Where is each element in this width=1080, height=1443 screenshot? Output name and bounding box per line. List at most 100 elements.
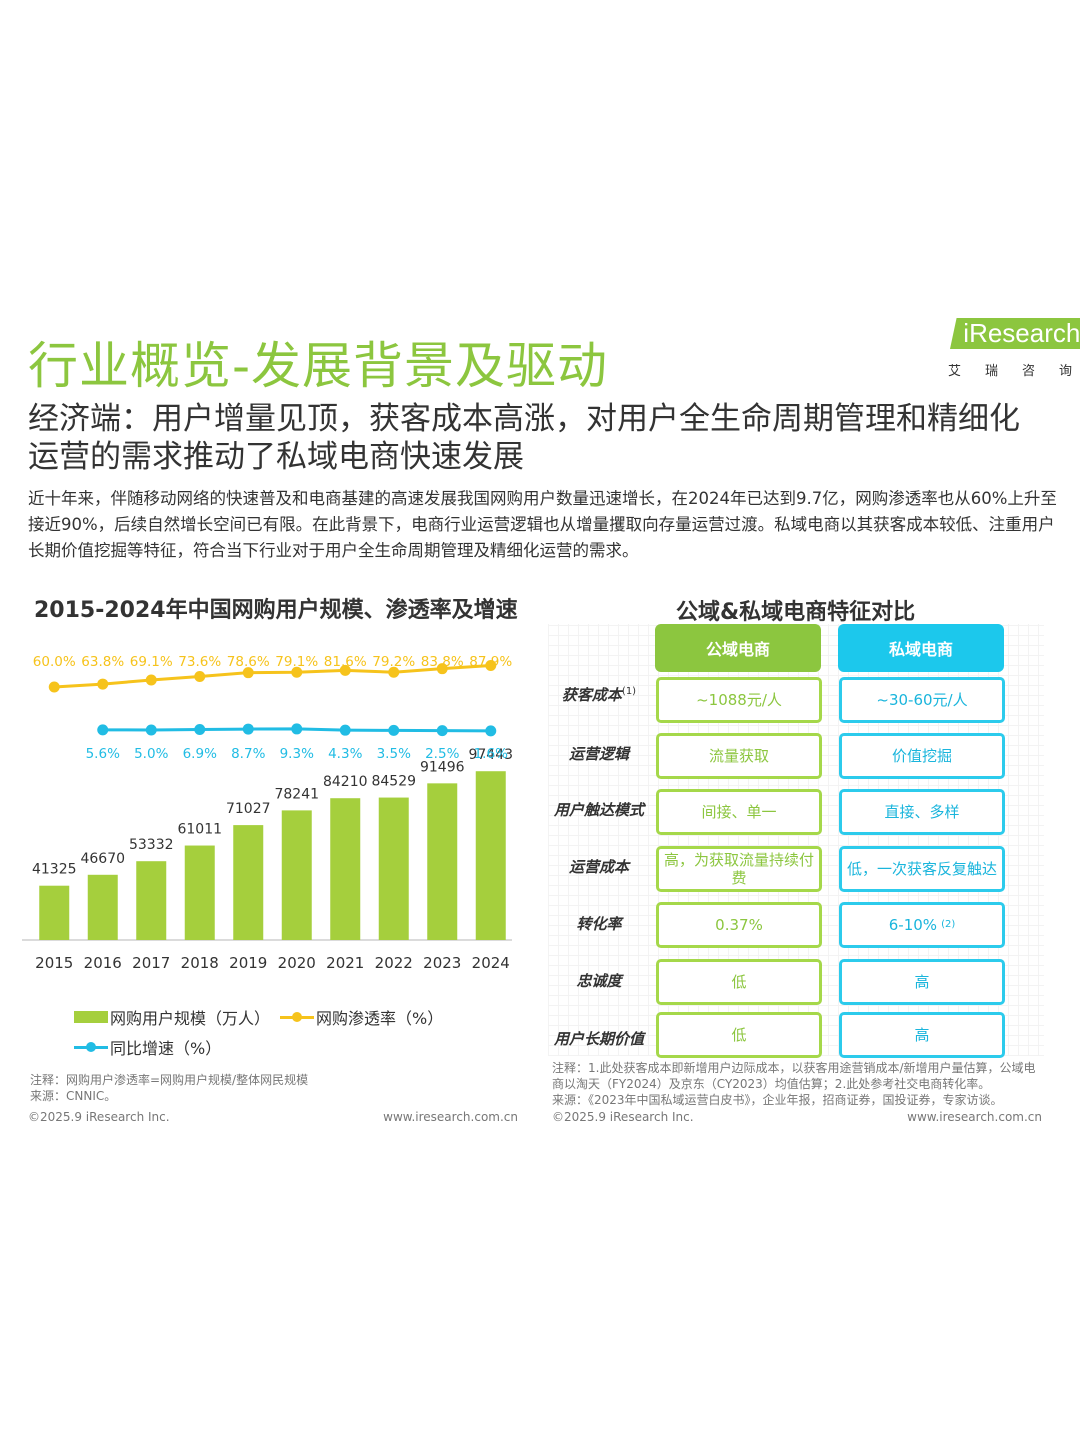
chart-legend: 网购用户规模（万人） 网购渗透率（%） 同比增速（%）: [74, 1004, 514, 1064]
penetration-label: 87.9%: [469, 654, 512, 670]
growth-label: 9.3%: [280, 746, 314, 762]
bar: [378, 797, 409, 940]
bar-value-label: 97443: [468, 747, 513, 763]
comparison-title: 公域&私域电商特征对比: [676, 600, 916, 625]
cell-public: 0.37%: [656, 902, 822, 948]
legend-label: 网购渗透率（%）: [316, 1009, 444, 1028]
left-footer: ©2025.9 iResearch Inc. www.iresearch.com…: [28, 1110, 518, 1124]
cell-public: 低: [656, 1012, 822, 1058]
note-text: 注释：1.此处获客成本即新增用户边际成本，以获客用途营销成本/新增用户量估算，公…: [552, 1061, 1036, 1091]
penetration-label: 83.8%: [421, 654, 464, 670]
growth-label: 4.3%: [328, 746, 362, 762]
bar-value-label: 61011: [177, 822, 222, 838]
logo-wordmark: iResearch: [950, 318, 1080, 349]
footnote-marker: (1): [621, 686, 637, 697]
logo-char: 询: [1058, 364, 1072, 379]
cell-public: 高，为获取流量持续付费: [656, 846, 822, 892]
penetration-label: 69.1%: [130, 654, 173, 670]
penetration-label: 78.6%: [227, 654, 270, 670]
bar-value-label: 71027: [226, 801, 271, 817]
right-note: 注释：1.此处获客成本即新增用户边际成本，以获客用途营销成本/新增用户量估算，公…: [552, 1060, 1042, 1108]
bar-value-label: 78241: [274, 786, 319, 802]
bar-value-label: 46670: [80, 851, 125, 867]
x-tick-label: 2024: [472, 954, 510, 972]
growth-label: 3.5%: [377, 746, 411, 762]
growth-label: 6.9%: [183, 746, 217, 762]
x-tick-label: 2023: [423, 954, 461, 972]
logo-text: iResearch: [963, 318, 1080, 348]
growth-point: [194, 724, 206, 736]
growth-point: [145, 724, 157, 736]
growth-point: [291, 723, 303, 735]
bar: [39, 885, 70, 940]
row-label: 运营逻辑: [568, 745, 629, 763]
chart-title: 2015-2024年中国网购用户规模、渗透率及增速: [34, 598, 518, 623]
penetration-label: 73.6%: [178, 654, 221, 670]
x-tick-label: 2016: [84, 954, 122, 972]
x-tick-label: 2015: [35, 954, 73, 972]
logo-char: 咨: [1021, 364, 1035, 379]
growth-label: 2.5%: [425, 746, 459, 762]
website-link[interactable]: www.iresearch.com.cn: [907, 1110, 1042, 1124]
penetration-line: [54, 664, 491, 689]
website-link[interactable]: www.iresearch.com.cn: [383, 1110, 518, 1124]
penetration-label: 60.0%: [33, 654, 76, 670]
x-tick-label: 2021: [326, 954, 364, 972]
row-label: 用户长期价值: [553, 1030, 644, 1048]
cell-private-text: 6-10%: [888, 916, 938, 934]
bar: [281, 810, 312, 940]
penetration-label: 81.6%: [324, 654, 367, 670]
footnote-marker: (2): [941, 919, 956, 930]
penetration-point: [339, 664, 351, 676]
x-tick-label: 2022: [375, 954, 413, 972]
cell-public: 间接、单一: [656, 789, 822, 835]
page-title: 行业概览-发展背景及驱动: [28, 337, 609, 395]
bar-value-label: 91496: [420, 759, 465, 775]
penetration-point: [48, 681, 60, 693]
x-tick-label: 2018: [181, 954, 219, 972]
copyright: ©2025.9 iResearch Inc.: [552, 1110, 694, 1124]
cell-private: 高: [839, 959, 1005, 1005]
penetration-label: 79.1%: [275, 654, 318, 670]
cell-private: ~30-60元/人: [839, 677, 1005, 723]
penetration-label: 63.8%: [81, 654, 124, 670]
legend-line-swatch: [74, 1040, 108, 1054]
growth-point: [242, 723, 254, 735]
x-tick-label: 2017: [132, 954, 170, 972]
bar-value-label: 53332: [129, 837, 174, 853]
growth-point: [436, 725, 448, 737]
header-private-ecommerce: 私域电商: [838, 624, 1004, 672]
penetration-point: [145, 674, 157, 686]
left-note: 注释：网购用户渗透率=网购用户规模/整体网民规模 来源：CNNIC。: [30, 1072, 520, 1104]
legend-bar-swatch: [74, 1011, 108, 1023]
cell-public: ~1088元/人: [656, 677, 822, 723]
legend-label: 同比增速（%）: [110, 1039, 222, 1058]
bar: [184, 845, 215, 940]
bar-value-label: 41325: [32, 862, 77, 878]
bar: [87, 874, 118, 940]
penetration-point: [388, 666, 400, 678]
bar-value-label: 84210: [323, 774, 368, 790]
page-subtitle: 经济端：用户增量见顶，获客成本高涨，对用户全生命周期管理和精细化运营的需求推动了…: [28, 401, 1020, 475]
intro-paragraph: 近十年来，伴随移动网络的快速普及和电商基建的高速发展我国网购用户数量迅速增长，在…: [28, 489, 1057, 560]
growth-label: 5.0%: [134, 746, 168, 762]
source-text: 来源：CNNIC。: [30, 1089, 117, 1103]
bar: [330, 798, 361, 940]
cell-private: 直接、多样: [839, 789, 1005, 835]
iresearch-logo: iResearch 艾 瑞 咨 询: [946, 316, 1080, 380]
legend-item-growth: 同比增速（%）: [74, 1034, 221, 1060]
legend-line-swatch: [280, 1010, 315, 1024]
cell-private: 6-10% (2): [839, 902, 1005, 948]
x-tick-label: 2019: [229, 954, 267, 972]
penetration-point: [242, 667, 254, 679]
growth-point: [97, 724, 109, 736]
penetration-point: [194, 671, 206, 683]
legend-item-penetration: 网购渗透率（%）: [280, 1004, 443, 1030]
row-label: 获客成本(1): [548, 684, 650, 705]
bar-value-label: 84529: [371, 774, 416, 790]
growth-point: [339, 724, 351, 736]
cell-public: 流量获取: [656, 733, 822, 779]
growth-label: 8.7%: [231, 746, 265, 762]
bar: [136, 861, 167, 940]
cell-private: 低，一次获客反复触达: [839, 846, 1005, 892]
